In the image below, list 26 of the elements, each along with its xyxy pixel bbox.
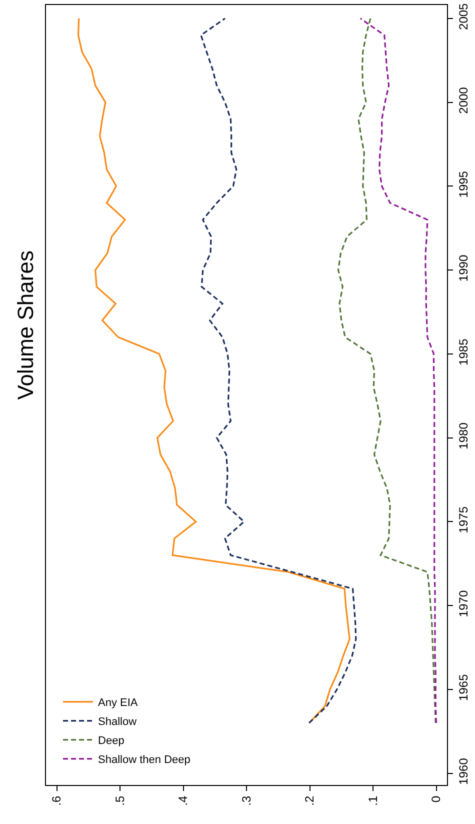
y-tick-label: 1965 (456, 674, 470, 701)
legend-label: Deep (98, 735, 124, 748)
x-tick-label: .1 (366, 795, 380, 806)
y-tick-label: 2005 (456, 2, 470, 30)
line-series (77, 18, 350, 724)
x-tick-label: 0 (429, 795, 444, 802)
y-tick-label: 1995 (456, 170, 470, 198)
y-tick-label: 1985 (456, 338, 470, 366)
x-tick-label: .6 (50, 795, 64, 806)
x-tick-label: .4 (176, 795, 190, 806)
legend-label: Any EIA (98, 697, 138, 710)
y-tick-label: 1960 (456, 758, 470, 785)
x-tick-label: .5 (112, 795, 127, 806)
y-tick-label: 2000 (456, 86, 470, 114)
x-tick-label: .3 (239, 795, 254, 806)
y-tick-label: 1980 (456, 422, 470, 450)
line-series (200, 18, 357, 724)
legend-label: Shallow then Deep (98, 754, 190, 766)
y-tick-label: 1990 (456, 254, 470, 282)
legend-label: Shallow (98, 716, 137, 728)
x-tick-label: .2 (302, 795, 317, 806)
y-tick-label: 1970 (456, 590, 470, 618)
line-series (337, 18, 436, 724)
y-tick-label: 1975 (456, 506, 470, 534)
line-series (360, 18, 438, 724)
text: Volume Shares (13, 250, 38, 400)
